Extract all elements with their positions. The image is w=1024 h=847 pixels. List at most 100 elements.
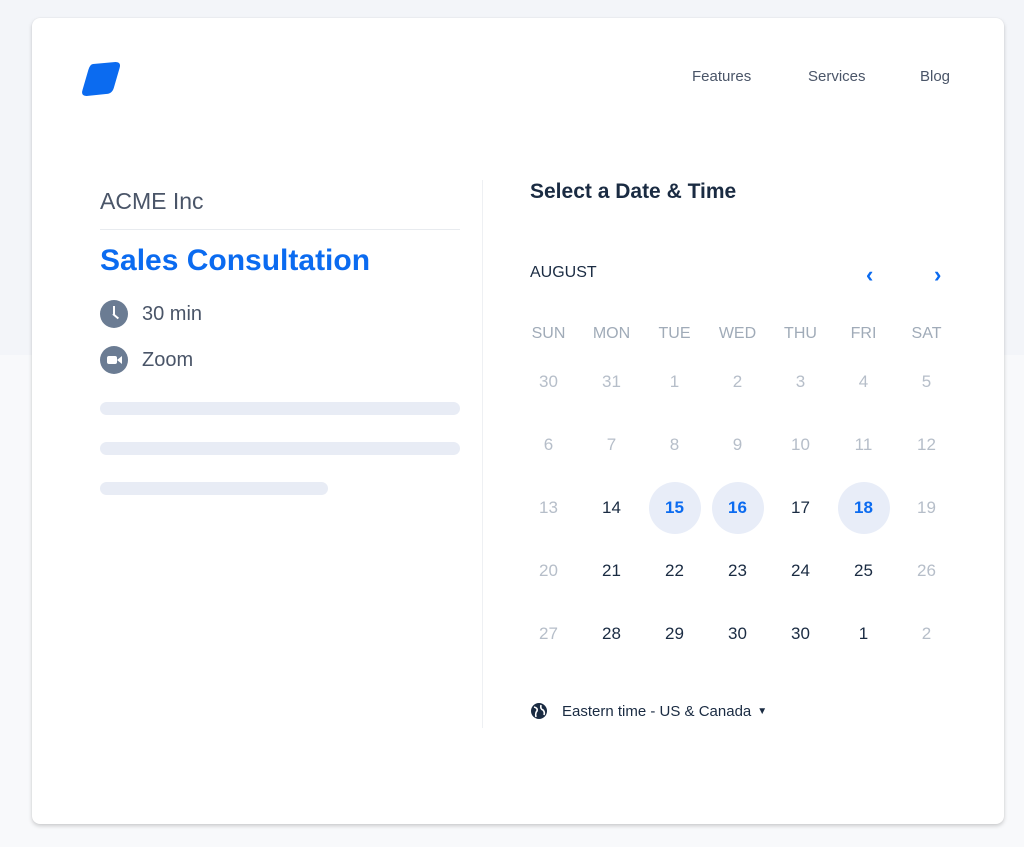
day-number: 27 [539,623,558,643]
calendar-day: 20 [517,539,580,602]
timezone-label: Eastern time - US & Canada [562,702,752,720]
clock-icon [100,300,128,328]
calendar-day[interactable]: 14 [580,476,643,539]
calendar-day: 3 [769,350,832,413]
day-number: 2 [921,623,932,643]
company-name: ACME Inc [100,188,460,230]
next-month-button[interactable]: › [934,262,942,287]
event-details: ACME Inc Sales Consultation 30 min Zoom [100,188,460,495]
calendar-day: 7 [580,413,643,476]
weekday-header: SAT [911,325,942,342]
calendar-day[interactable]: 22 [643,539,706,602]
day-number: 14 [602,497,621,517]
calendar-day: 12 [895,413,958,476]
calendar-day[interactable]: 16 [706,476,769,539]
calendar-day[interactable]: 29 [643,602,706,665]
booking-card: Features Services Blog ACME Inc Sales Co… [32,18,1004,824]
video-camera-icon [100,346,128,374]
calendar-day[interactable]: 25 [832,539,895,602]
day-number: 30 [728,623,747,643]
calendar-day: 9 [706,413,769,476]
calendar-grid: SUN MON TUE WED THU FRI SAT 30 31 1 2 3 4 5 6 7 8 9 10 11 12… [517,318,958,665]
calendar-day: 6 [517,413,580,476]
day-number: 31 [602,371,621,391]
day-number: 8 [669,434,680,454]
weekday-header: MON [592,325,631,342]
calendar-day: 8 [643,413,706,476]
day-number: 24 [791,560,810,580]
day-number: 12 [917,434,936,454]
location: Zoom [100,346,460,374]
day-number: 16 [711,481,764,534]
calendar-day[interactable]: 28 [580,602,643,665]
calendar-day: 27 [517,602,580,665]
weekday-header: TUE [658,325,691,342]
day-number: 29 [665,623,684,643]
nav-services[interactable]: Services [808,68,866,85]
calendar-day[interactable]: 17 [769,476,832,539]
calendar-day: 11 [832,413,895,476]
day-number: 17 [791,497,810,517]
calendar-day: 1 [643,350,706,413]
day-number: 1 [669,371,680,391]
day-number: 18 [837,481,890,534]
calendar-day[interactable]: 15 [643,476,706,539]
calendar-heading: Select a Date & Time [530,180,737,203]
calendar-day[interactable]: 30 [706,602,769,665]
day-number: 30 [539,371,558,391]
calendar-day[interactable]: 1 [832,602,895,665]
globe-icon [531,703,547,719]
calendar-day[interactable]: 30 [769,602,832,665]
day-number: 6 [543,434,554,454]
day-number: 21 [602,560,621,580]
nav-blog[interactable]: Blog [920,68,951,85]
calendar-day: 2 [895,602,958,665]
calendar-day: 4 [832,350,895,413]
prev-month-button[interactable]: ‹ [866,262,874,287]
day-number: 25 [854,560,873,580]
calendar-day: 2 [706,350,769,413]
duration: 30 min [100,300,460,328]
month-label: AUGUST [530,264,597,281]
day-number: 9 [732,434,743,454]
day-number: 2 [732,371,743,391]
calendar-day: 19 [895,476,958,539]
caret-down-icon: ▼ [757,705,768,717]
weekday-header: SUN [531,325,566,342]
day-number: 1 [858,623,869,643]
day-number: 7 [606,434,617,454]
day-number: 23 [728,560,747,580]
location-text: Zoom [142,348,194,371]
calendar-day: 5 [895,350,958,413]
calendar-day[interactable]: 24 [769,539,832,602]
calendar-day: 13 [517,476,580,539]
day-number: 19 [917,497,936,517]
calendar-day[interactable]: 23 [706,539,769,602]
calendar-day[interactable]: 21 [580,539,643,602]
day-number: 11 [854,434,873,454]
calendar-day: 26 [895,539,958,602]
day-number: 22 [665,560,684,580]
calendar-day[interactable]: 18 [832,476,895,539]
day-number: 26 [917,560,936,580]
day-number: 30 [791,623,810,643]
duration-text: 30 min [142,302,203,325]
day-number: 10 [791,434,810,454]
day-number: 28 [602,623,621,643]
nav-features[interactable]: Features [692,68,752,85]
timezone-selector[interactable]: Eastern time - US & Canada ▼ [530,702,767,720]
placeholder-line [100,482,328,495]
event-title: Sales Consultation [100,244,371,277]
day-number: 13 [539,497,558,517]
calendar-day: 10 [769,413,832,476]
weekday-header: THU [784,325,817,342]
day-number: 4 [858,371,869,391]
divider [482,180,483,728]
placeholder-line [100,402,460,415]
day-number: 20 [539,560,558,580]
brand-logo[interactable] [82,58,122,98]
day-number: 5 [921,371,932,391]
placeholder-line [100,442,460,455]
weekday-header: WED [718,325,757,342]
day-number: 15 [648,481,701,534]
